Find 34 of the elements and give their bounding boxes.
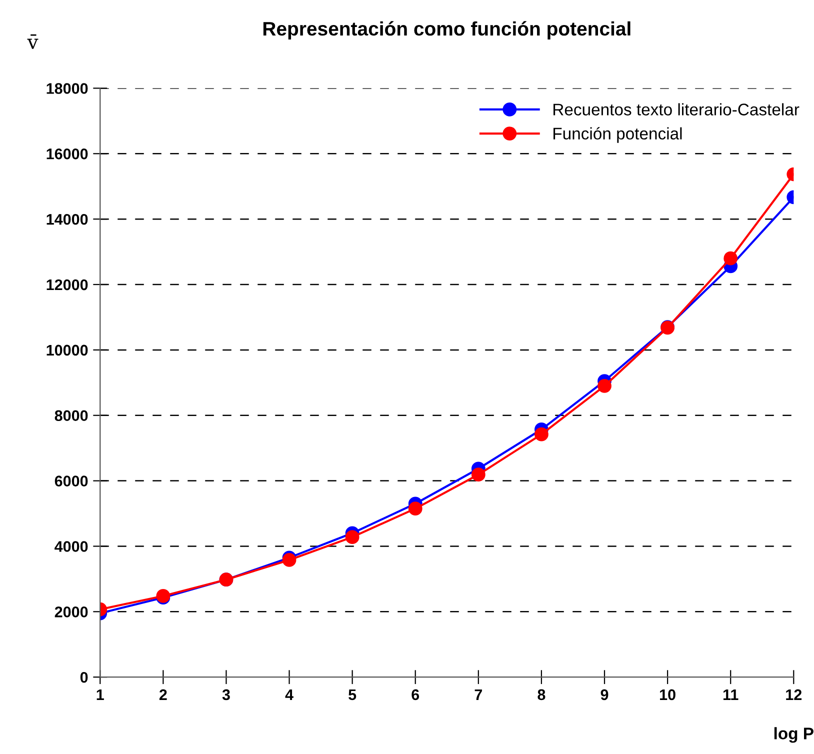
x-tick-label: 9 xyxy=(600,689,608,700)
x-tick-label: 7 xyxy=(474,689,482,700)
x-tick-label: 4 xyxy=(285,689,294,700)
y-tick-label: 0 xyxy=(80,672,88,683)
x-tick-label: 5 xyxy=(348,689,356,700)
point xyxy=(471,468,486,482)
x-tick-label: 6 xyxy=(412,689,420,700)
x-axis-title: log P xyxy=(774,727,814,743)
y-tick-label: 18000 xyxy=(46,83,88,94)
x-tick-label: 1 xyxy=(96,689,104,700)
point xyxy=(598,378,612,393)
y-tick-label: 14000 xyxy=(46,214,88,225)
y-tick-label: 2000 xyxy=(54,606,88,618)
y-tick-label: 12000 xyxy=(46,279,88,290)
point xyxy=(282,553,296,567)
x-tick-label: 10 xyxy=(660,689,676,700)
point xyxy=(408,502,422,516)
legend-label: Función potencial xyxy=(554,127,682,143)
x-tick-label: 3 xyxy=(222,689,230,700)
y-tick-label: 4000 xyxy=(54,541,88,552)
legend-label: Recuentos texto literario-Castelar xyxy=(554,103,800,116)
x-tick-label: 12 xyxy=(786,689,802,700)
point xyxy=(534,427,548,442)
y-tick-label: 6000 xyxy=(54,476,88,486)
y-tick-label: 10000 xyxy=(46,344,88,356)
chart-title: Representación como función potencial xyxy=(263,21,630,40)
x-tick-label: 8 xyxy=(538,689,546,700)
y-tick-label: 8000 xyxy=(54,410,88,422)
x-tick-label: 11 xyxy=(723,689,738,700)
y-axis-title: v̄ xyxy=(27,34,38,49)
y-tick-label: 16000 xyxy=(46,148,88,160)
point xyxy=(724,251,738,266)
point xyxy=(345,530,360,544)
x-tick-label: 2 xyxy=(159,689,167,700)
